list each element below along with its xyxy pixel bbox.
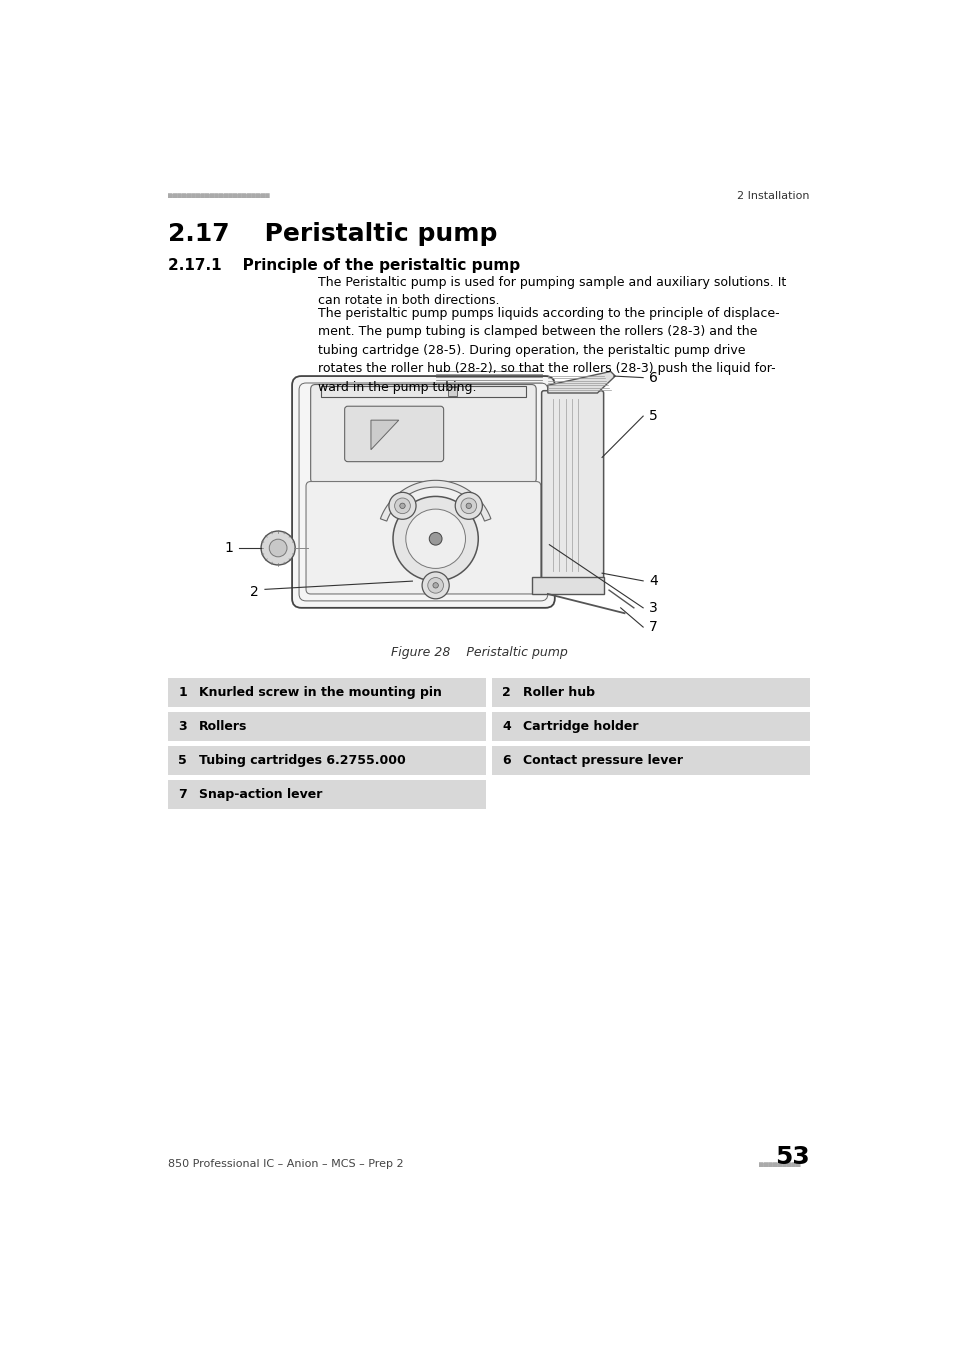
- Polygon shape: [371, 420, 398, 450]
- Polygon shape: [380, 481, 491, 521]
- Circle shape: [433, 583, 437, 589]
- Bar: [168, 745, 485, 775]
- Bar: [492, 711, 809, 741]
- Text: 3: 3: [649, 601, 658, 614]
- Circle shape: [269, 539, 287, 556]
- FancyBboxPatch shape: [292, 377, 555, 608]
- Bar: [492, 678, 809, 707]
- Circle shape: [393, 497, 477, 580]
- Text: Knurled screw in the mounting pin: Knurled screw in the mounting pin: [199, 686, 441, 699]
- Text: 7: 7: [178, 787, 187, 801]
- FancyBboxPatch shape: [541, 390, 603, 579]
- Circle shape: [389, 493, 416, 520]
- Text: Tubing cartridges 6.2755.000: Tubing cartridges 6.2755.000: [199, 753, 405, 767]
- Text: Figure 28    Peristaltic pump: Figure 28 Peristaltic pump: [391, 645, 567, 659]
- Text: ■■■■■■■■■: ■■■■■■■■■: [758, 1160, 800, 1169]
- FancyBboxPatch shape: [306, 482, 540, 594]
- Circle shape: [405, 509, 465, 568]
- Text: 4: 4: [649, 574, 658, 587]
- Bar: [320, 386, 525, 397]
- Text: Snap-action lever: Snap-action lever: [199, 787, 322, 801]
- Text: ■■■■■■■■■■■■■■■■■■■■■■: ■■■■■■■■■■■■■■■■■■■■■■: [168, 192, 270, 200]
- Text: Rollers: Rollers: [199, 720, 247, 733]
- Text: 6: 6: [501, 753, 510, 767]
- Text: 1: 1: [178, 686, 187, 699]
- Bar: [168, 779, 485, 809]
- Bar: [492, 745, 809, 775]
- Text: 53: 53: [774, 1145, 809, 1169]
- Circle shape: [429, 532, 441, 545]
- Bar: [168, 711, 485, 741]
- Circle shape: [455, 493, 482, 520]
- Text: 5: 5: [649, 409, 658, 423]
- Text: 2: 2: [501, 686, 510, 699]
- Text: Cartridge holder: Cartridge holder: [522, 720, 638, 733]
- Text: Roller hub: Roller hub: [522, 686, 595, 699]
- Circle shape: [427, 578, 443, 593]
- Text: 6: 6: [649, 371, 658, 385]
- Circle shape: [460, 498, 476, 513]
- Bar: [532, 576, 603, 594]
- Text: 850 Professional IC – Anion – MCS – Prep 2: 850 Professional IC – Anion – MCS – Prep…: [168, 1160, 403, 1169]
- Circle shape: [466, 504, 471, 509]
- Text: 2.17    Peristaltic pump: 2.17 Peristaltic pump: [168, 221, 497, 246]
- Circle shape: [421, 572, 449, 599]
- Text: The Peristaltic pump is used for pumping sample and auxiliary solutions. It
can : The Peristaltic pump is used for pumping…: [317, 275, 785, 308]
- Text: 5: 5: [178, 753, 187, 767]
- FancyBboxPatch shape: [344, 406, 443, 462]
- FancyBboxPatch shape: [311, 385, 536, 483]
- Circle shape: [399, 504, 405, 509]
- Text: 1: 1: [224, 541, 233, 555]
- Text: 2 Installation: 2 Installation: [737, 192, 809, 201]
- Text: 7: 7: [649, 620, 658, 634]
- Text: 4: 4: [501, 720, 510, 733]
- Bar: [448, 387, 456, 396]
- Text: 3: 3: [178, 720, 187, 733]
- Text: The peristaltic pump pumps liquids according to the principle of displace-
ment.: The peristaltic pump pumps liquids accor…: [317, 306, 779, 394]
- Circle shape: [395, 498, 410, 513]
- Text: Contact pressure lever: Contact pressure lever: [522, 753, 682, 767]
- Text: 2: 2: [250, 586, 258, 599]
- Text: 2.17.1    Principle of the peristaltic pump: 2.17.1 Principle of the peristaltic pump: [168, 258, 519, 273]
- Circle shape: [261, 531, 294, 564]
- Bar: [168, 678, 485, 707]
- Polygon shape: [547, 371, 615, 393]
